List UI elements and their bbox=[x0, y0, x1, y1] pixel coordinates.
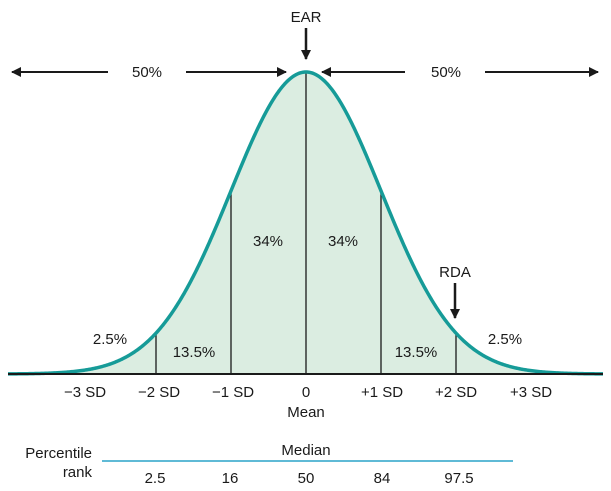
percentile-value-97-5: 97.5 bbox=[444, 470, 473, 487]
percentile-row-label-line2: rank bbox=[63, 464, 93, 481]
percentile-row-label-line1: Percentile bbox=[25, 445, 92, 462]
right-half-label: 50% bbox=[431, 64, 461, 81]
sd-division-lines bbox=[155, 72, 457, 374]
tick-minus-2sd: −2 SD bbox=[138, 384, 180, 401]
ear-label: EAR bbox=[291, 9, 322, 26]
median-label: Median bbox=[281, 442, 330, 459]
region-label-left-inner: 34% bbox=[253, 233, 283, 250]
tick-zero: 0 bbox=[302, 384, 310, 401]
tick-plus-3sd: +3 SD bbox=[510, 384, 552, 401]
percentile-value-2-5: 2.5 bbox=[145, 470, 166, 487]
tick-minus-3sd: −3 SD bbox=[64, 384, 106, 401]
percentile-value-50: 50 bbox=[298, 470, 315, 487]
tick-minus-1sd: −1 SD bbox=[212, 384, 254, 401]
bell-curve bbox=[7, 70, 604, 376]
left-half-label: 50% bbox=[132, 64, 162, 81]
tick-plus-2sd: +2 SD bbox=[435, 384, 477, 401]
region-label-right-tail: 2.5% bbox=[488, 331, 522, 348]
percentile-value-84: 84 bbox=[374, 470, 391, 487]
percentile-value-16: 16 bbox=[222, 470, 239, 487]
mean-caption: Mean bbox=[287, 404, 325, 421]
tick-plus-1sd: +1 SD bbox=[361, 384, 403, 401]
rda-label: RDA bbox=[439, 264, 471, 281]
region-label-left-tail: 2.5% bbox=[93, 331, 127, 348]
region-label-right-outer: 13.5% bbox=[395, 344, 438, 361]
region-label-left-outer: 13.5% bbox=[173, 344, 216, 361]
region-label-right-inner: 34% bbox=[328, 233, 358, 250]
